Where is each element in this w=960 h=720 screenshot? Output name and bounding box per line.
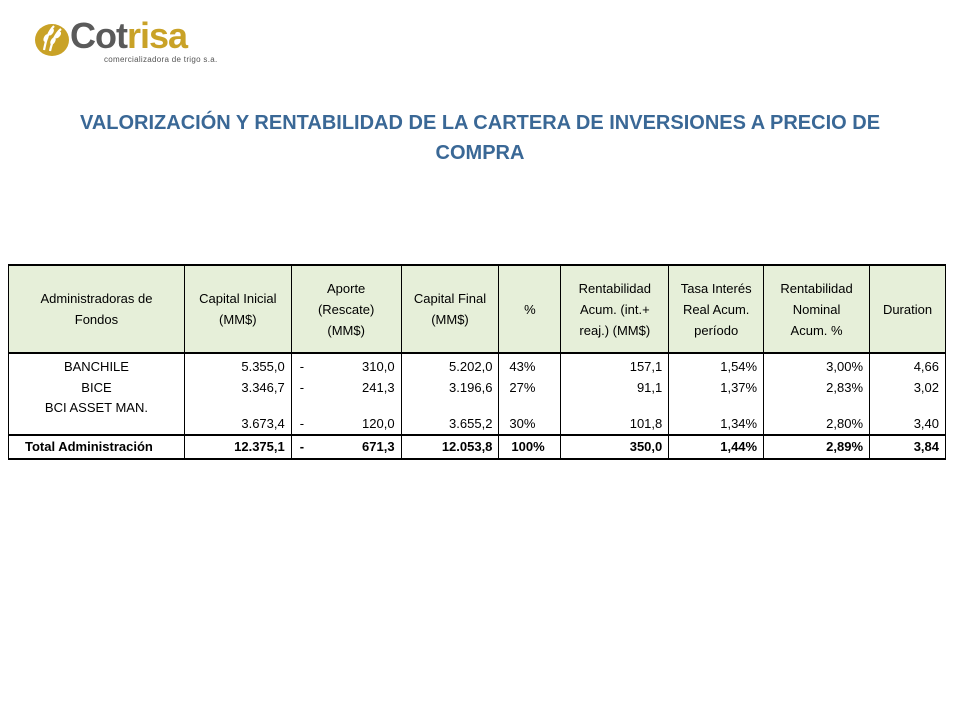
aporte-value: 310,0	[362, 359, 395, 374]
header-duration: Duration	[869, 264, 946, 354]
cell-name: BANCHILE	[8, 353, 185, 377]
aporte-sign: -	[299, 439, 305, 454]
header-line: Fondos	[74, 312, 119, 327]
cell-percent: 43%	[498, 353, 562, 377]
header-line: Rentabilidad	[578, 280, 651, 296]
cell-rentabilidad-acum: 101,8	[560, 398, 670, 435]
table-row: BICE 3.346,7 - 241,3 3.196,6 27% 91,1 1,3…	[8, 377, 946, 398]
aporte-sign: -	[299, 416, 305, 431]
header-capital-final: Capital Final (MM$)	[400, 264, 500, 354]
header-line: (MM$)	[431, 312, 469, 327]
cell-rentabilidad-acum: 91,1	[560, 377, 670, 398]
cell-total-aporte: - 671,3	[290, 434, 402, 460]
header-line: reaj.) (MM$)	[579, 322, 651, 338]
investment-portfolio-table: Administradoras de Fondos Capital Inicial…	[8, 264, 946, 460]
cell-total-capital-final: 12.053,8	[400, 434, 500, 460]
aporte-value: 120,0	[362, 416, 395, 431]
wheat-ears-icon	[35, 24, 69, 56]
aporte-value: 671,3	[362, 439, 395, 454]
header-aporte: Aporte (Rescate) (MM$)	[290, 264, 402, 354]
cell-duration: 3,40	[869, 398, 946, 435]
aporte-sign: -	[299, 359, 305, 374]
cell-rentabilidad-nominal: 2,83%	[763, 377, 871, 398]
header-line: Nominal	[792, 301, 841, 317]
cell-capital-inicial: 3.346,7	[183, 377, 292, 398]
header-line: Acum. %	[790, 322, 843, 338]
aporte-value: 241,3	[362, 380, 395, 395]
header-administradoras: Administradoras de Fondos	[8, 264, 185, 354]
cell-name: BICE	[8, 377, 185, 398]
cell-capital-final: 3.196,6	[400, 377, 500, 398]
cell-tasa-real: 1,34%	[668, 398, 765, 435]
cell-tasa-real: 1,37%	[668, 377, 765, 398]
brand-name-prefix: Cot	[70, 15, 128, 56]
cell-total-duration: 3,84	[869, 434, 946, 460]
cotrisa-logo: Cotrisa comercializadora de trigo s.a.	[32, 15, 217, 64]
cell-name: BCI ASSET MAN.	[8, 398, 185, 435]
brand-tagline: comercializadora de trigo s.a.	[104, 55, 218, 64]
cell-aporte: - 241,3	[290, 377, 402, 398]
cell-percent: 30%	[498, 398, 562, 435]
cell-rentabilidad-acum: 157,1	[560, 353, 670, 377]
cell-total-tasa-real: 1,44%	[668, 434, 765, 460]
cell-rentabilidad-nominal: 2,80%	[763, 398, 871, 435]
table-header-row: Administradoras de Fondos Capital Inicial…	[8, 264, 946, 354]
cell-total-capital-inicial: 12.375,1	[183, 434, 292, 460]
header-line: Real Acum.	[682, 301, 750, 317]
header-line: Aporte	[326, 280, 366, 296]
header-tasa-interes: Tasa Interés Real Acum. período	[668, 264, 765, 354]
brand-name-accent: risa	[126, 15, 188, 56]
cell-percent: 27%	[498, 377, 562, 398]
table-total-row: Total Administración 12.375,1 - 671,3 12.…	[8, 434, 946, 460]
header-line: Capital Final	[413, 291, 487, 306]
header-line: Tasa Interés	[680, 280, 752, 296]
header-line: Administradoras de	[40, 291, 153, 306]
cell-duration: 3,02	[869, 377, 946, 398]
header-line: Acum. (int.+	[579, 301, 650, 317]
header-rentabilidad-nominal: Rentabilidad Nominal Acum. %	[763, 264, 871, 354]
cell-capital-inicial: 3.673,4	[183, 398, 292, 435]
header-line: Duration	[882, 301, 933, 317]
cell-capital-inicial: 5.355,0	[183, 353, 292, 377]
header-line: (Rescate)	[317, 301, 375, 317]
cell-total-name: Total Administración	[8, 434, 185, 460]
header-line: (MM$)	[327, 322, 365, 338]
cell-tasa-real: 1,54%	[668, 353, 765, 377]
header-line: período	[694, 322, 739, 338]
cell-capital-final: 3.655,2	[400, 398, 500, 435]
cell-total-rentabilidad-acum: 350,0	[560, 434, 670, 460]
table-row: BCI ASSET MAN. 3.673,4 - 120,0 3.655,2 30…	[8, 398, 946, 435]
aporte-sign: -	[299, 380, 305, 395]
cell-aporte: - 310,0	[290, 353, 402, 377]
cell-total-percent: 100%	[498, 434, 562, 460]
page-title-line-1: VALORIZACIÓN Y RENTABILIDAD DE LA CARTER…	[79, 112, 881, 134]
page-title-line-2: COMPRA	[435, 142, 525, 164]
cell-duration: 4,66	[869, 353, 946, 377]
header-capital-inicial: Capital Inicial (MM$)	[183, 264, 292, 354]
header-line: %	[524, 301, 536, 317]
header-line: Rentabilidad	[780, 280, 853, 296]
cell-rentabilidad-nominal: 3,00%	[763, 353, 871, 377]
header-line: Capital Inicial	[199, 291, 277, 306]
cell-aporte: - 120,0	[290, 398, 402, 435]
header-line: (MM$)	[219, 312, 257, 327]
page-title: VALORIZACIÓN Y RENTABILIDAD DE LA CARTER…	[40, 108, 920, 168]
brand-name: Cotrisa	[70, 15, 188, 56]
header-percent: %	[498, 264, 562, 354]
cell-total-rentabilidad-nominal: 2,89%	[763, 434, 871, 460]
cell-capital-final: 5.202,0	[400, 353, 500, 377]
table-row: BANCHILE 5.355,0 - 310,0 5.202,0 43% 157,…	[8, 353, 946, 377]
header-rentabilidad-acum: Rentabilidad Acum. (int.+ reaj.) (MM$)	[560, 264, 670, 354]
